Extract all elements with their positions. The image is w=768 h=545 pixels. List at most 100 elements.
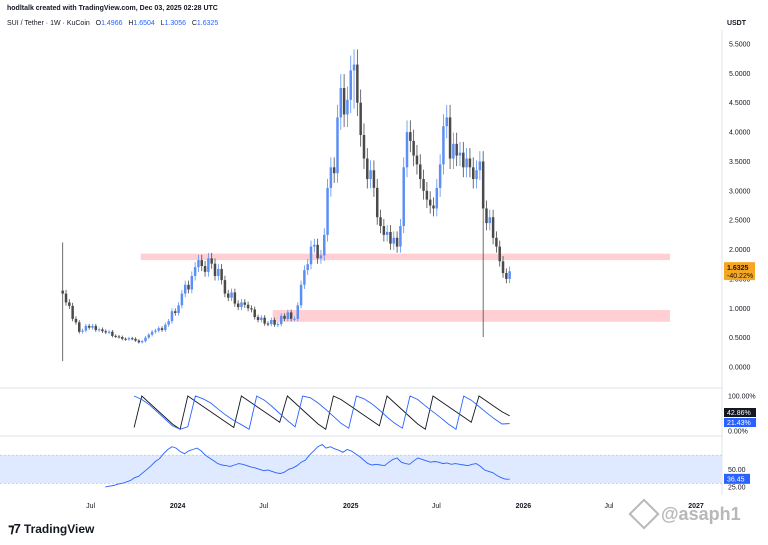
- price-axis-tick: 5.0000: [729, 71, 751, 78]
- candle-body: [346, 99, 349, 115]
- candle-body: [303, 270, 306, 285]
- candle-body: [220, 268, 223, 281]
- interval-label[interactable]: 1W: [50, 20, 61, 27]
- candle-body: [111, 331, 114, 336]
- candle-body: [319, 255, 323, 259]
- candle-body: [250, 308, 253, 310]
- candle-body: [366, 158, 369, 180]
- candle-body: [475, 170, 478, 180]
- price-axis-tick: 4.5000: [729, 100, 751, 107]
- ohlc-legend: SUI / Tether · 1W · KuCoin O1.4966 H1.65…: [7, 20, 219, 27]
- price-axis-tick: 2.0000: [729, 247, 751, 254]
- candle-body: [415, 155, 419, 165]
- candle-body: [296, 305, 300, 319]
- time-axis-tick: 2025: [343, 503, 359, 510]
- candle-body: [372, 170, 376, 188]
- candle-body: [256, 317, 260, 321]
- candle-body: [491, 217, 495, 238]
- candle-body: [481, 161, 485, 209]
- candle-body: [97, 329, 101, 331]
- close-label: C: [191, 20, 197, 27]
- price-axis-tick: 4.0000: [729, 130, 751, 137]
- time-axis-tick: 2024: [170, 503, 186, 510]
- candle-body: [402, 167, 405, 227]
- candle-body: [342, 88, 346, 115]
- candle-body: [81, 330, 84, 332]
- tradingview-logo[interactable]: ⁊7 TradingView: [8, 521, 94, 537]
- candle-body: [236, 303, 240, 308]
- candle-body: [283, 315, 286, 319]
- candle-body: [309, 246, 313, 265]
- candle-body: [485, 208, 488, 224]
- candle-body: [121, 337, 124, 339]
- candle-body: [240, 302, 243, 308]
- candle-body: [445, 117, 448, 127]
- candle-body: [498, 246, 501, 262]
- candle-body: [170, 311, 174, 322]
- candle-body: [64, 293, 68, 303]
- time-axis-tick: Jul: [432, 503, 441, 510]
- candle-body: [452, 143, 455, 159]
- candle-body: [174, 311, 177, 313]
- time-axis-tick: Jul: [604, 503, 613, 510]
- price-axis-tick: 5.5000: [729, 42, 751, 49]
- tradingview-mark-icon: ⁊7: [8, 521, 21, 536]
- candle-body: [375, 187, 379, 218]
- candle-body: [409, 132, 412, 141]
- candle-body: [389, 231, 392, 244]
- candle-body: [435, 187, 439, 209]
- last-price-value: 1.6325: [727, 265, 749, 272]
- oscillator-value: 21.43%: [727, 420, 751, 427]
- candle-body: [442, 126, 445, 165]
- symbol-name[interactable]: SUI / Tether: [7, 20, 44, 27]
- candle-body: [160, 328, 164, 331]
- candle-body: [127, 338, 131, 340]
- open-value: 1.4966: [101, 20, 123, 27]
- candle-body: [91, 325, 94, 328]
- candle-body: [84, 325, 88, 331]
- candle-body: [157, 328, 160, 331]
- oscillator-value-badge: [724, 408, 756, 417]
- candle-body: [114, 335, 117, 337]
- candle-body: [293, 318, 296, 320]
- low-label: L: [160, 20, 165, 27]
- candle-body: [405, 132, 409, 168]
- watermark-text: @asaph1: [661, 503, 741, 524]
- candle-body: [279, 315, 283, 325]
- candle-body: [140, 341, 144, 343]
- candle-body: [336, 117, 339, 174]
- support-resistance-zone: [272, 310, 670, 322]
- candle-body: [399, 226, 402, 247]
- oscillator-series-line: [133, 395, 510, 431]
- candle-body: [260, 317, 263, 321]
- candle-body: [233, 292, 237, 304]
- candle-body: [495, 237, 498, 247]
- candle-body: [425, 190, 429, 200]
- candle-body: [273, 320, 276, 325]
- candle-body: [68, 302, 71, 306]
- time-axis-tick: 2026: [516, 503, 532, 510]
- candle-body: [144, 337, 147, 342]
- candle-body: [130, 338, 134, 340]
- candle-body: [134, 338, 137, 341]
- candle-body: [246, 304, 250, 309]
- candle-body: [359, 102, 362, 136]
- candle-body: [164, 324, 167, 331]
- candle-body: [180, 293, 184, 306]
- candle-body: [448, 117, 452, 159]
- exchange-label: KuCoin: [66, 20, 90, 27]
- high-label: H: [128, 20, 134, 27]
- candle-body: [488, 217, 492, 224]
- low-value: 1.3056: [164, 20, 186, 27]
- currency-unit: USDT: [726, 20, 746, 27]
- candle-body: [253, 309, 256, 318]
- candle-body: [428, 199, 432, 206]
- candle-body: [316, 244, 319, 259]
- oscillator-axis-tick: 100.00%: [728, 394, 756, 401]
- candle-body: [104, 331, 107, 333]
- price-axis-tick: 3.5000: [729, 159, 751, 166]
- candle-body: [117, 336, 121, 338]
- candle-body: [71, 305, 74, 319]
